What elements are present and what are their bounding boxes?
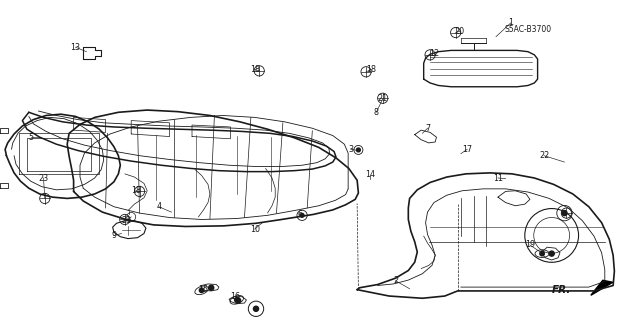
Text: 15: 15 [198,285,209,294]
Circle shape [234,298,239,302]
Text: 10: 10 [250,225,260,234]
Text: 9: 9 [111,231,116,240]
Text: 4: 4 [156,202,161,211]
Circle shape [300,213,304,217]
Text: 21: 21 [122,216,132,225]
Text: 19: 19 [525,241,535,249]
Circle shape [253,306,259,311]
Text: 18: 18 [366,65,376,74]
Circle shape [209,285,214,290]
Text: 7: 7 [425,124,430,133]
Circle shape [562,211,567,216]
Text: 18: 18 [131,186,141,195]
Text: 17: 17 [462,145,472,154]
Text: 16: 16 [230,292,241,300]
Text: 5: 5 [28,133,33,142]
Circle shape [200,288,204,293]
Text: 11: 11 [493,174,503,182]
Circle shape [236,298,241,303]
Circle shape [540,251,544,256]
Circle shape [549,251,554,256]
Text: 6: 6 [297,210,302,219]
Text: S5AC-B3700: S5AC-B3700 [504,25,552,34]
Text: 21: 21 [378,94,388,103]
Text: 23: 23 [38,174,49,182]
Circle shape [356,148,360,152]
Text: 18: 18 [250,65,260,74]
Text: FR.: FR. [552,285,571,295]
Text: 22: 22 [539,151,549,160]
Text: 12: 12 [429,49,439,58]
Polygon shape [591,280,613,295]
Text: 14: 14 [365,170,375,179]
Text: 8: 8 [374,108,379,117]
Text: 13: 13 [70,43,81,52]
Text: 2: 2 [393,276,398,285]
Text: 20: 20 [454,27,465,36]
Text: 1: 1 [508,19,513,27]
Text: 3: 3 [348,145,353,154]
